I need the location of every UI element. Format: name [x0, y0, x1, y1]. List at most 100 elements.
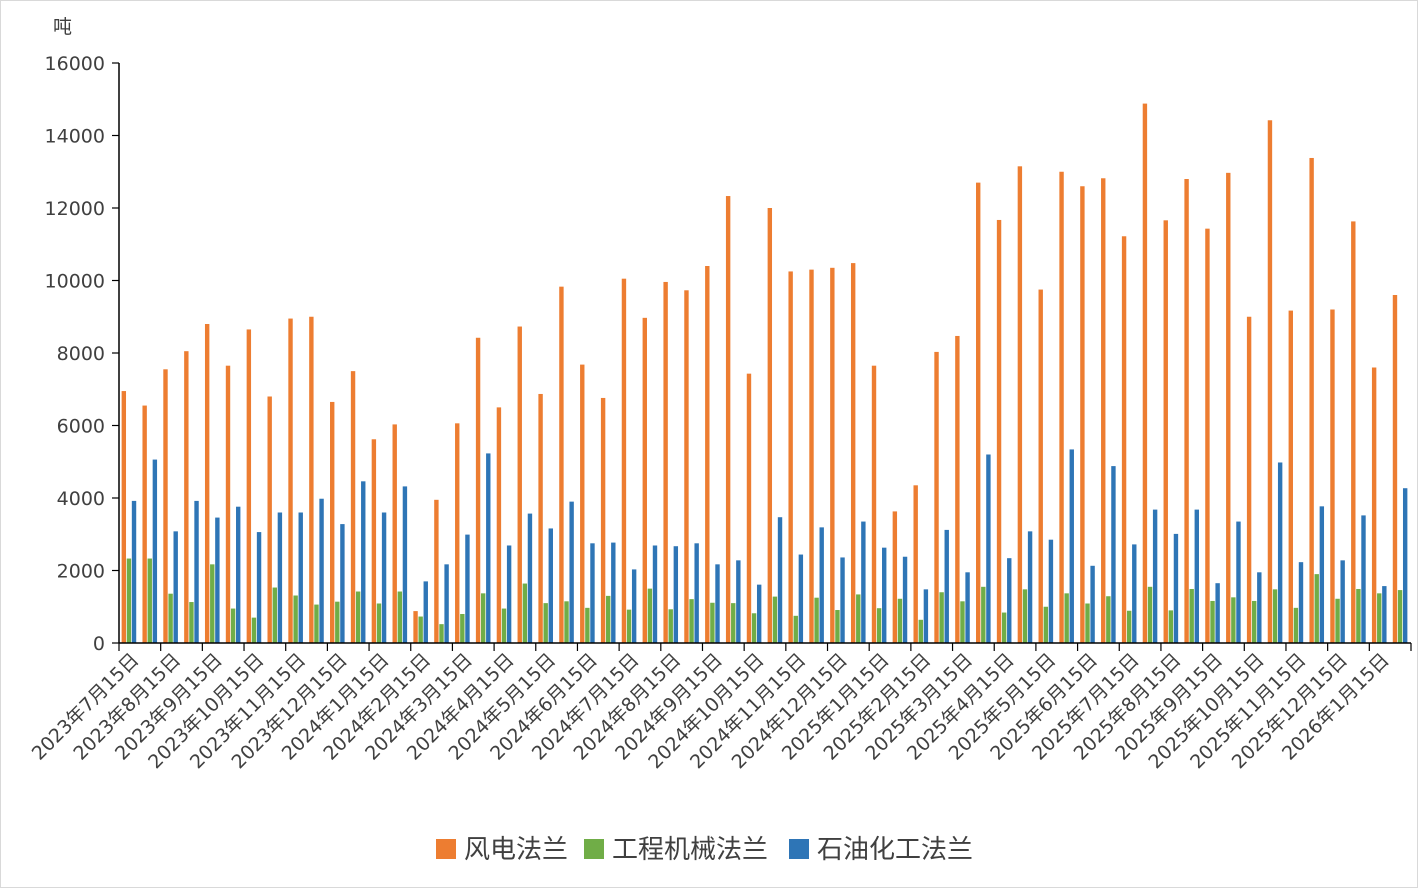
bar-wind: [850, 263, 856, 643]
bar-wind: [475, 337, 481, 643]
y-tick-label: 14000: [45, 126, 105, 148]
bar-wind: [309, 316, 314, 643]
bar-petrochem: [736, 560, 741, 643]
bar-petrochem: [1132, 544, 1137, 643]
bar-wind: [976, 182, 981, 644]
bar-petrochem: [694, 543, 699, 643]
legend-label: 工程机械法兰: [612, 835, 768, 865]
y-tick-label: 12000: [45, 198, 105, 220]
bar-wind: [559, 286, 564, 643]
bar-petrochem: [1111, 466, 1116, 643]
bar-petrochem: [1027, 531, 1033, 643]
y-tick-label: 6000: [57, 416, 105, 438]
bar-petrochem: [673, 546, 679, 643]
bar-petrochem: [611, 542, 616, 643]
bar-wind: [163, 369, 168, 643]
bar-petrochem: [1257, 572, 1262, 643]
bar-wind: [371, 439, 377, 643]
bar-machinery: [1272, 589, 1278, 643]
bar-petrochem: [986, 454, 991, 643]
x-axis-ticks: 2023年7月15日2023年8月15日2023年9月15日2023年10月15…: [28, 643, 1412, 773]
bar-petrochem: [819, 527, 824, 643]
bar-petrochem: [1152, 509, 1158, 643]
bar-machinery: [314, 604, 319, 643]
bar-wind: [517, 326, 522, 643]
legend-label: 石油化工法兰: [817, 835, 973, 865]
bar-machinery: [606, 595, 611, 644]
bar-petrochem: [1007, 558, 1012, 643]
bar-machinery: [480, 593, 486, 643]
bar-machinery: [418, 616, 423, 643]
bar-petrochem: [652, 545, 658, 643]
bar-petrochem: [902, 556, 908, 643]
bar-machinery: [981, 586, 986, 643]
bar-machinery: [1168, 610, 1174, 644]
bar-machinery: [772, 596, 778, 643]
y-tick-label: 4000: [57, 488, 105, 510]
y-tick-label: 10000: [45, 271, 105, 293]
bar-wind: [350, 371, 356, 644]
bar-petrochem: [840, 557, 845, 643]
bar-wind: [892, 511, 898, 643]
bar-machinery: [439, 624, 444, 643]
bar-petrochem: [1236, 521, 1241, 643]
bar-petrochem: [402, 486, 408, 643]
bar-machinery: [147, 558, 152, 643]
bar-wind: [1121, 236, 1127, 643]
bar-wind: [600, 397, 606, 643]
bar-wind: [392, 424, 397, 643]
bar-wind: [267, 396, 272, 643]
bar-wind: [246, 329, 252, 643]
bar-machinery: [230, 608, 236, 643]
bar-machinery: [1231, 597, 1236, 643]
bar-machinery: [814, 597, 819, 643]
bar-petrochem: [777, 517, 783, 643]
bar-wind: [538, 393, 543, 643]
bar-petrochem: [319, 498, 324, 643]
bar-wind: [1101, 178, 1106, 643]
bar-machinery: [189, 602, 194, 643]
bar-petrochem: [152, 459, 158, 643]
bar-petrochem: [277, 512, 283, 643]
bar-wind: [184, 351, 189, 643]
legend-swatch: [789, 839, 809, 859]
bar-wind: [1142, 103, 1148, 644]
bar-petrochem: [173, 531, 178, 643]
bar-wind: [1038, 289, 1043, 643]
bar-wind: [1059, 171, 1064, 643]
bar-machinery: [460, 614, 465, 643]
bar-wind: [1226, 172, 1231, 643]
bar-machinery: [1252, 600, 1257, 643]
bar-petrochem: [1194, 509, 1199, 643]
bar-wind: [121, 391, 127, 643]
bar-machinery: [856, 594, 861, 643]
bar-machinery: [501, 608, 507, 643]
bar-machinery: [1397, 590, 1403, 643]
bar-machinery: [1001, 612, 1007, 643]
bar-petrochem: [486, 453, 491, 643]
bar-petrochem: [944, 529, 949, 643]
bar-wind: [934, 351, 939, 643]
bar-petrochem: [756, 584, 762, 643]
bar-machinery: [543, 603, 548, 644]
bar-machinery: [272, 587, 277, 643]
bar-machinery: [1356, 588, 1361, 643]
bar-wind: [434, 499, 439, 643]
bar-petrochem: [923, 589, 929, 643]
bar-wind: [413, 611, 418, 643]
bar-wind: [496, 407, 502, 644]
bar-machinery: [585, 607, 590, 643]
bar-wind: [330, 401, 335, 643]
bar-petrochem: [381, 512, 387, 643]
bar-wind: [955, 335, 960, 643]
bar-machinery: [168, 593, 173, 643]
bar-machinery: [1189, 588, 1194, 643]
bar-petrochem: [1361, 515, 1366, 643]
bar-petrochem: [631, 569, 637, 643]
bar-machinery: [210, 564, 215, 643]
bar-petrochem: [256, 532, 262, 643]
bar-petrochem: [1298, 562, 1304, 643]
bar-machinery: [522, 583, 528, 643]
bar-petrochem: [465, 534, 470, 643]
